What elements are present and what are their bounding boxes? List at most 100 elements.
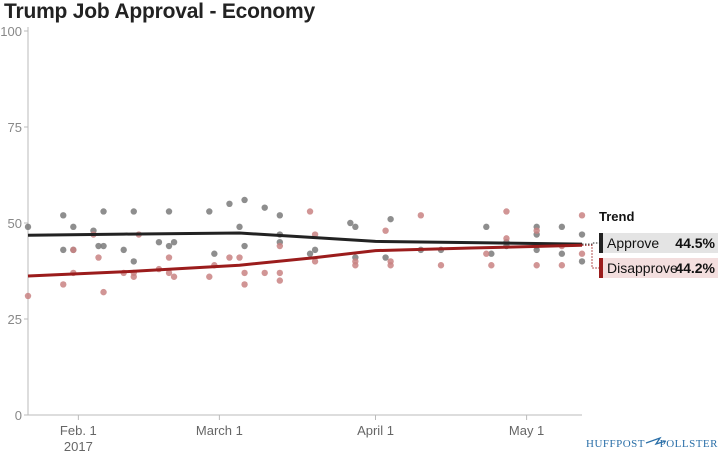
y-tick-label: 25 [8, 312, 22, 327]
y-tick-label: 100 [0, 24, 22, 39]
legend-title: Trend [599, 209, 634, 224]
approve-poll-point [100, 242, 107, 250]
disapprove-poll-point [578, 212, 586, 219]
disapprove-trend-line [27, 243, 583, 278]
disapprove-poll-point [437, 262, 445, 269]
trend-group [27, 231, 583, 278]
disapprove-poll-point [241, 269, 248, 277]
disapprove-poll-point [382, 227, 389, 234]
approve-poll-point [306, 250, 314, 257]
disapprove-poll-point [241, 281, 248, 288]
disapprove-legend-swatch [599, 258, 603, 278]
x-tick-label: Feb. 1 [60, 423, 97, 438]
disapprove-poll-point [276, 269, 284, 277]
pollster-bird-icon [645, 436, 667, 446]
disapprove-poll-point [533, 227, 540, 234]
approve-poll-point [211, 250, 218, 257]
y-tick-label: 50 [8, 216, 22, 231]
disapprove-poll-point [165, 254, 173, 261]
disapprove-poll-point [226, 254, 233, 261]
approve-poll-point [483, 223, 490, 231]
disapprove-legend-row [599, 258, 718, 278]
approve-poll-point [311, 246, 319, 254]
approve-poll-point [155, 239, 163, 246]
chart-title: Trump Job Approval - Economy [4, 0, 315, 23]
approve-legend-swatch [599, 233, 603, 253]
brand-huffpost: HUFFPOST [586, 438, 645, 450]
x-tick-label: April 1 [357, 423, 394, 438]
disapprove-poll-point [100, 288, 107, 296]
disapprove-poll-point [306, 208, 314, 215]
approve-poll-point [276, 212, 284, 219]
approve-poll-point [226, 200, 233, 207]
approve-poll-point [236, 223, 243, 231]
approve-poll-point [165, 242, 173, 250]
approve-poll-point [130, 208, 137, 215]
disapprove-poll-point [311, 258, 319, 265]
disapprove-poll-point [261, 269, 268, 277]
approve-legend-row [599, 233, 718, 253]
approve-poll-point [387, 215, 394, 223]
approve-poll-point [170, 239, 178, 246]
disapprove-poll-point [130, 273, 137, 280]
x-tick-sublabel: 2017 [64, 439, 93, 454]
disapprove-poll-point [417, 212, 425, 219]
approve-poll-point [578, 231, 586, 238]
approve-poll-point [558, 223, 566, 231]
disapprove-poll-point [60, 281, 67, 288]
approve-poll-point [206, 208, 213, 215]
approve-poll-point [60, 212, 67, 219]
disapprove-poll-point [206, 273, 213, 280]
disapprove-poll-point [558, 262, 566, 269]
approve-trend-line [27, 231, 583, 246]
disapprove-poll-point [488, 262, 495, 269]
approve-poll-point [241, 196, 248, 204]
disapprove-poll-point [165, 269, 173, 277]
disapprove-poll-point [70, 246, 77, 254]
approve-poll-point [347, 219, 354, 227]
approve-poll-point [165, 208, 173, 215]
approve-poll-point [382, 254, 389, 261]
disapprove-poll-point [533, 262, 540, 269]
disapprove-poll-point [503, 235, 510, 242]
approve-poll-point [24, 223, 32, 231]
approve-poll-point [558, 250, 566, 257]
disapprove-poll-point [170, 273, 178, 280]
disapprove-legend-label: Disapprove [607, 260, 678, 276]
disapprove-poll-point [578, 250, 586, 257]
x-tick-label: March 1 [196, 423, 243, 438]
disapprove-poll-point [236, 254, 243, 261]
disapprove-poll-point [276, 277, 284, 284]
approve-poll-point [60, 246, 67, 254]
y-tick-label: 75 [8, 120, 22, 135]
approve-poll-point [100, 208, 107, 215]
approve-legend-connector [582, 242, 599, 245]
disapprove-poll-point [276, 242, 284, 250]
y-tick-label: 0 [15, 408, 22, 423]
disapprove-poll-point [503, 208, 510, 215]
x-tick-label: May 1 [509, 423, 544, 438]
disapprove-poll-point [483, 250, 490, 257]
brand-group: HUFFPOST POLLSTER [586, 436, 719, 450]
approve-poll-point [533, 246, 540, 254]
approve-poll-point [352, 223, 359, 231]
approve-legend-value: 44.5% [675, 235, 715, 251]
disapprove-poll-point [95, 254, 102, 261]
approve-poll-point [261, 204, 268, 211]
disapprove-poll-point [352, 262, 359, 269]
approve-poll-point [130, 258, 137, 265]
approve-poll-point [241, 242, 248, 250]
approve-poll-point [95, 242, 102, 250]
disapprove-legend-connector [582, 244, 599, 269]
approve-legend-label: Approve [607, 235, 659, 251]
approve-poll-point [70, 223, 77, 231]
approve-poll-point [488, 250, 495, 257]
approve-poll-point [120, 246, 127, 254]
brand-pollster: POLLSTER [660, 438, 719, 450]
approve-poll-point [578, 258, 586, 265]
disapprove-poll-point [387, 258, 394, 265]
disapprove-legend-value: 44.2% [675, 260, 715, 276]
